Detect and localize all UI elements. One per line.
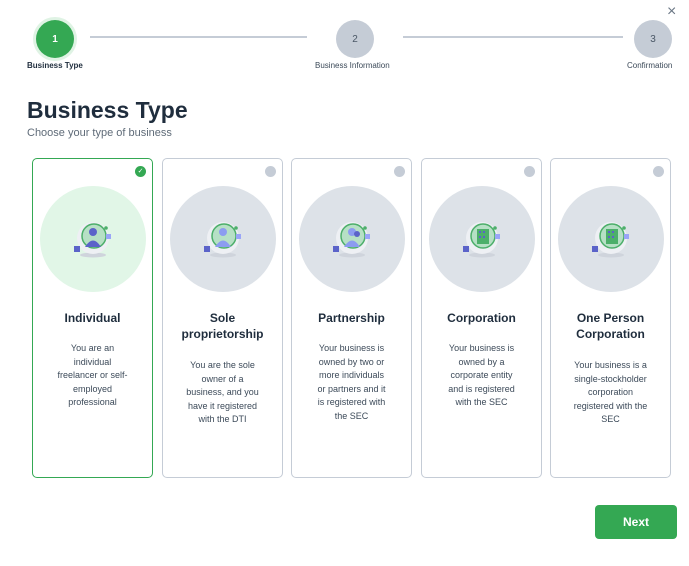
page-subtitle: Choose your type of business (27, 127, 172, 139)
page-title: Business Type (27, 97, 188, 123)
building-icon (429, 186, 535, 292)
person-tie-icon (170, 186, 276, 292)
step-connector (90, 36, 307, 38)
person-icon (40, 186, 146, 292)
card-title: Partnership (318, 311, 385, 325)
people-icon (299, 186, 405, 292)
radio-indicator[interactable]: ✓ (135, 166, 146, 177)
card-title: One Person Corporation (576, 311, 645, 341)
card-title: Corporation (447, 311, 516, 325)
card-description: You are the sole owner of a business, an… (186, 360, 259, 424)
step-connector (403, 36, 623, 38)
radio-indicator[interactable] (653, 166, 664, 177)
card-title: Individual (64, 311, 121, 325)
radio-indicator[interactable] (394, 166, 405, 177)
card-description: Your business is owned by a corporate en… (448, 343, 515, 407)
card-description: Your business is a single-stockholder co… (573, 360, 648, 424)
business-type-card-one-person-corporation[interactable]: One Person Corporation Your business is … (550, 158, 671, 478)
card-description: Your business is owned by two or more in… (317, 343, 386, 421)
close-icon[interactable]: × (667, 3, 677, 20)
card-description: You are an individual freelancer or self… (57, 343, 128, 407)
card-title: Sole proprietorship (181, 311, 264, 341)
business-type-card-sole-proprietorship[interactable]: Sole proprietorship You are the sole own… (162, 158, 283, 478)
business-type-card-individual[interactable]: ✓ Individual You are an individual freel… (32, 158, 153, 478)
building-person-icon (558, 186, 664, 292)
step-2: 2 (336, 20, 374, 58)
radio-indicator[interactable] (524, 166, 535, 177)
step-label: Business Type (27, 61, 83, 70)
step-3: 3 (634, 20, 672, 58)
next-button[interactable]: Next (595, 505, 677, 539)
radio-indicator[interactable] (265, 166, 276, 177)
step-label: Confirmation (627, 61, 673, 70)
business-type-card-partnership[interactable]: Partnership Your business is owned by tw… (291, 158, 412, 478)
business-type-card-corporation[interactable]: Corporation Your business is owned by a … (421, 158, 542, 478)
step-label: Business Information (315, 61, 390, 70)
step-1: 1 (36, 20, 74, 58)
